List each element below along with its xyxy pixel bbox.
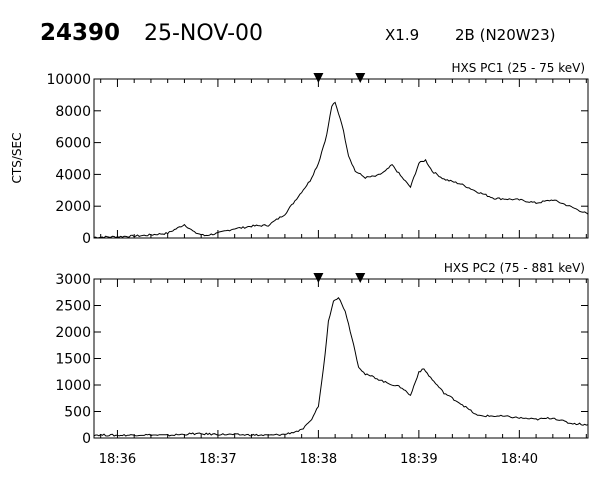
y-tick-label: 6000: [55, 136, 91, 152]
interval-marker: [355, 273, 366, 283]
series-line: [93, 297, 589, 437]
panel-pc2: HXS PC2 (75 - 881 keV) 0 500 1000 1500 2000 2…: [55, 261, 589, 467]
optical-class: 2B (N20W23): [455, 26, 556, 44]
y-tick-label: 2000: [55, 199, 91, 215]
y-tick-label: 0: [82, 231, 91, 247]
y-tick-label: 500: [64, 405, 91, 421]
x-tick-label: 18:36: [99, 452, 136, 467]
y-tick-label: 2500: [55, 299, 91, 315]
x-tick-label: 18:40: [501, 452, 538, 467]
x-tick-label: 18:37: [199, 452, 236, 467]
interval-marker: [313, 73, 324, 83]
series-line: [93, 101, 589, 239]
y-tick-label: 8000: [55, 104, 91, 120]
y-tick-label: 0: [82, 431, 91, 447]
x-tick-label: 18:38: [300, 452, 337, 467]
y-axis-label: CTS/SEC: [10, 133, 24, 184]
y-tick-label: 2000: [55, 325, 91, 341]
y-tick-label: 10000: [46, 72, 91, 88]
event-id: 24390: [40, 20, 120, 46]
panel-pc1: HXS PC1 (25 - 75 keV) CTS/SEC 0 2000 4000 6…: [10, 61, 589, 247]
panel-title: HXS PC2 (75 - 881 keV): [444, 261, 585, 275]
interval-marker: [355, 73, 366, 83]
y-tick-label: 4000: [55, 167, 91, 183]
interval-marker: [313, 273, 324, 283]
y-tick-label: 1000: [55, 378, 91, 394]
event-date: 25-NOV-00: [144, 21, 263, 46]
plot-frame: [93, 78, 589, 239]
flare-class: X1.9: [385, 26, 419, 44]
y-tick-label: 3000: [55, 272, 91, 288]
x-tick-label: 18:39: [400, 452, 437, 467]
panel-title: HXS PC1 (25 - 75 keV): [451, 61, 585, 75]
y-tick-label: 1500: [55, 352, 91, 368]
